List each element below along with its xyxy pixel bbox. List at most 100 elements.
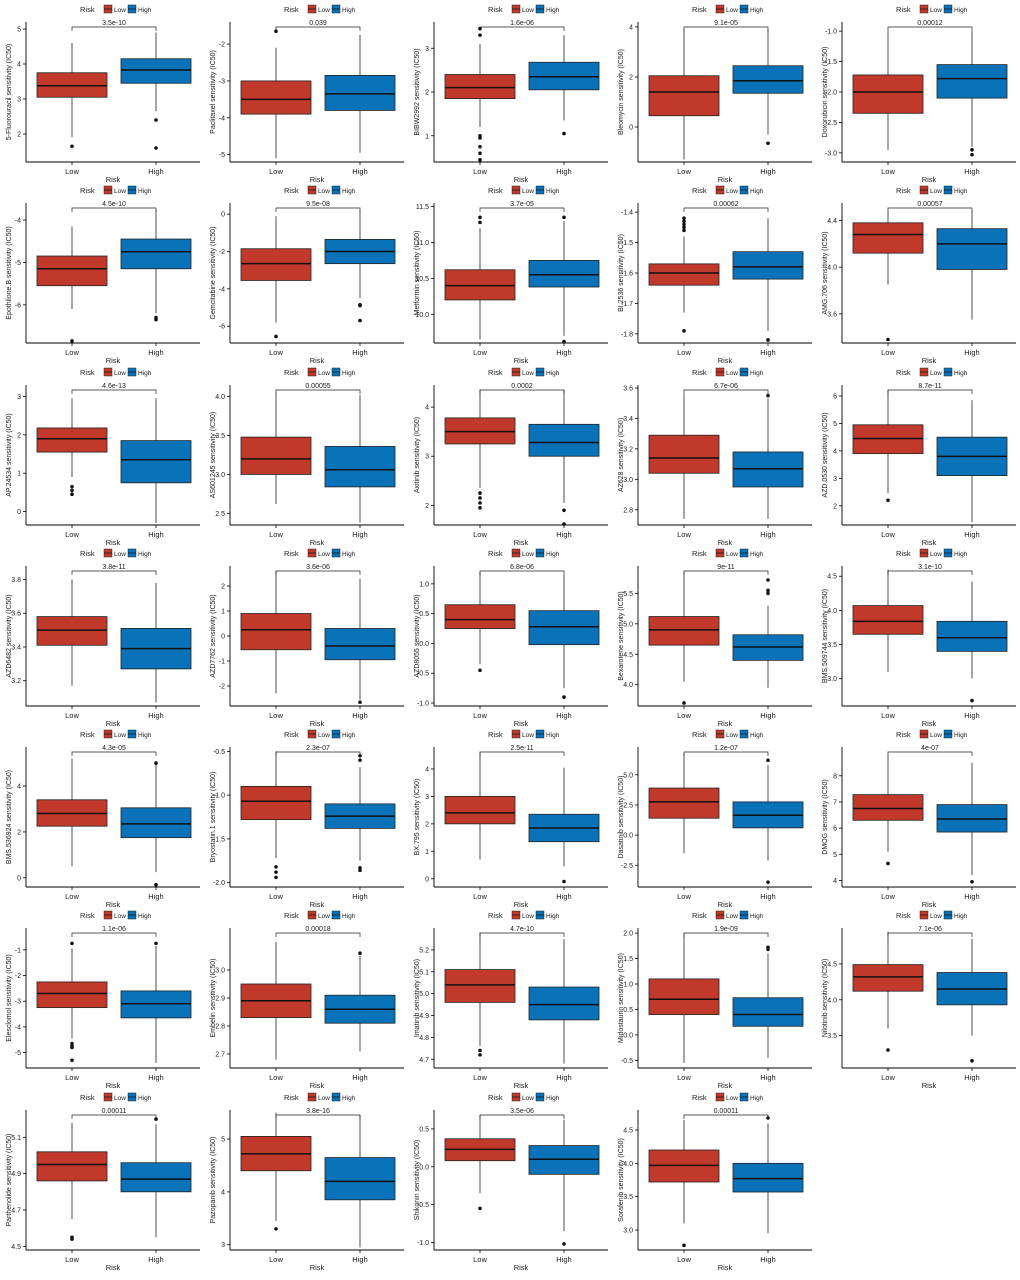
outlier-point [358,758,362,762]
box-iqr [732,997,804,1027]
significance-bracket [275,751,361,756]
p-value-label: 0.00011 [714,1108,739,1115]
legend-label-high: High [750,913,764,920]
legend: Risk Low High [80,729,152,739]
significance-bracket [71,26,157,31]
outlier-point [562,1242,566,1246]
x-tick-label-high: High [760,348,775,357]
y-tick-label: 4 [221,1189,225,1196]
y-tick-label: -1.0 [417,701,429,708]
box-low [36,941,108,1063]
box-low [36,226,108,343]
p-value-label: 3.7e-05 [510,201,534,208]
y-axis-label: AZD.0530 sensitivity (IC50) [822,412,829,497]
box-high [732,29,804,146]
x-axis-label: Risk [106,175,121,184]
y-tick-label: 3 [425,794,429,801]
box-iqr [444,796,516,825]
outlier-point [766,945,770,950]
x-axis-label: Risk [922,900,937,909]
outlier-point [478,136,482,140]
box-low [852,390,924,503]
legend: Risk Low High [896,729,968,739]
legend-label-low: Low [114,188,126,195]
box-high [324,395,396,523]
legend-title: Risk [488,549,503,558]
box-low [852,569,924,672]
p-value-label: 0.00018 [305,926,330,933]
x-tick-label-low: Low [881,892,895,901]
y-tick-label: 5.1 [419,969,429,976]
box-iqr [852,605,924,635]
y-tick-label: 5.5 [623,591,633,598]
box-iqr [852,74,924,114]
boxplot-panel: Risk Low High 1 2 3 BIBW2992 sensitivity (IC50… [414,4,608,184]
significance-bracket [275,389,361,394]
box-low [444,26,516,162]
legend: Risk Low High [896,185,968,195]
y-tick-label: 3.6 [623,386,633,393]
box-iqr [648,263,720,286]
legend: Risk Low High [284,548,356,558]
x-tick-label-low: Low [473,1255,487,1264]
legend-title: Risk [284,368,299,377]
legend-label-high: High [342,913,356,920]
y-tick-label: 3.0 [623,1228,633,1235]
box-iqr [120,440,192,484]
box-high [732,945,804,1058]
legend: Risk Low High [284,185,356,195]
x-axis-label: Risk [922,719,937,728]
x-axis-label: Risk [310,175,325,184]
outlier-point [358,700,362,705]
box-iqr [648,75,720,117]
legend-title: Risk [80,368,95,377]
box-iqr [732,451,804,488]
x-axis-label: Risk [718,719,733,728]
y-tick-label: 0 [17,509,21,516]
outlier-point [478,496,482,500]
x-tick-label-low: Low [65,711,79,720]
y-tick-label: 4.5 [11,1244,21,1251]
outlier-point [478,491,482,495]
box-low [648,29,720,160]
x-tick-label-low: Low [269,1073,283,1082]
legend-label-low: Low [726,551,738,558]
legend: Risk Low High [488,4,560,14]
x-tick-label-high: High [148,892,163,901]
y-tick-label: 1.0 [623,982,633,989]
legend-label-high: High [342,732,356,739]
box-iqr [732,251,804,280]
outlier-point [682,219,686,224]
legend: Risk Low High [80,4,152,14]
y-axis-label: AP.24534 sensitivity (IC50) [6,413,13,497]
legend: Risk Low High [488,185,560,195]
x-axis-label: Risk [718,175,733,184]
y-tick-label: 2.0 [623,931,633,938]
outlier-point [478,158,482,162]
y-tick-label: 2 [425,503,429,510]
boxplot-panel: Risk Low High 10.0 10.5 11.0 11.5 Metformin sen… [414,185,608,365]
box-low [444,571,516,673]
y-tick-label: -4 [15,217,21,224]
y-axis-label: Parthenolide sensitivity (IC50) [6,1134,13,1227]
y-tick-label: 4.5 [623,1128,633,1135]
legend-label-low: Low [930,732,942,739]
y-tick-label: 2 [221,584,225,591]
box-high [936,938,1008,1063]
legend-label-low: Low [114,913,126,920]
legend: Risk Low High [80,910,152,920]
legend-label-high: High [546,551,560,558]
outlier-point [70,1058,74,1063]
y-tick-label: -6 [219,324,225,331]
y-tick-label: 3.0 [827,676,837,683]
boxplot-panel: Risk Low High 0 1 2 3 4 BX.795 sensitivity (IC50… [414,729,608,909]
legend: Risk Low High [488,1092,560,1102]
y-tick-label: 5.0 [623,621,633,628]
x-axis-label: Risk [514,1081,529,1090]
x-axis-label: Risk [514,900,529,909]
legend-label-low: Low [318,370,330,377]
y-tick-label: 4.8 [419,1035,429,1042]
x-axis-label: Risk [106,1263,121,1272]
